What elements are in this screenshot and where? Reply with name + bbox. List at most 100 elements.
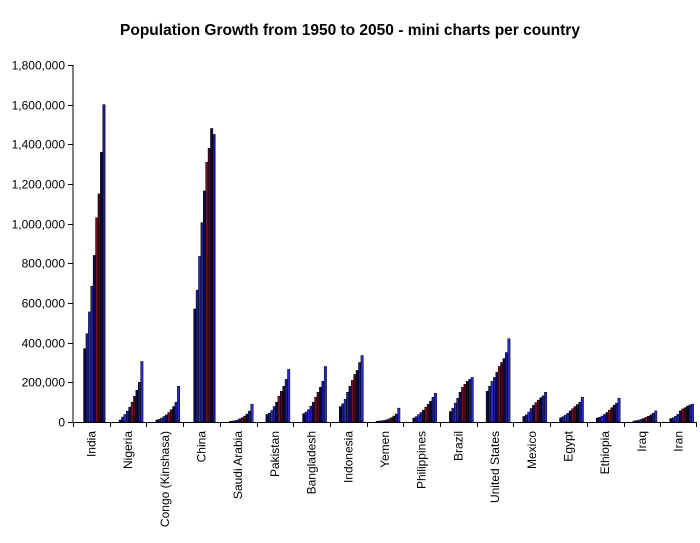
population-bar — [485, 391, 489, 423]
population-bar — [458, 392, 462, 423]
population-bar — [617, 397, 621, 423]
population-bar — [490, 381, 494, 423]
population-bar — [644, 417, 648, 423]
country-bar-group — [118, 361, 144, 423]
population-bar — [529, 408, 533, 423]
x-category-label: Yemen — [378, 431, 392, 468]
y-tick-label: 1,600,000 — [12, 99, 66, 113]
country-bar-group — [155, 386, 181, 423]
population-bar — [280, 391, 283, 423]
population-bar — [390, 417, 394, 423]
population-bar — [90, 285, 94, 423]
country-bar-group — [339, 355, 364, 423]
population-bar — [576, 404, 579, 423]
population-bar — [172, 406, 176, 423]
population-bar — [637, 419, 641, 423]
population-bar — [205, 161, 209, 423]
population-bar — [424, 406, 428, 423]
population-bar — [426, 403, 430, 423]
country-bar-group — [449, 377, 474, 423]
x-category-label: Mexico — [525, 431, 539, 469]
population-bar — [605, 412, 609, 423]
population-bar — [527, 411, 531, 423]
population-bar — [422, 409, 425, 423]
population-bar — [561, 416, 565, 423]
population-bar — [686, 405, 690, 423]
population-bar — [284, 379, 288, 423]
population-bar — [321, 381, 325, 423]
population-bar — [651, 413, 655, 423]
population-bar — [676, 414, 680, 423]
population-bar — [353, 374, 357, 423]
population-bar — [470, 377, 474, 423]
population-bar — [155, 419, 159, 423]
population-bar — [203, 190, 206, 423]
population-bar — [544, 392, 548, 423]
population-bar — [536, 399, 540, 423]
y-tick-label: 400,000 — [22, 337, 66, 351]
population-bar — [392, 415, 396, 423]
x-category-label: Pakistan — [268, 431, 282, 477]
population-bar — [316, 392, 320, 423]
population-bar — [128, 406, 132, 423]
population-bar — [500, 362, 504, 423]
population-bar — [238, 418, 242, 423]
x-category-label: India — [84, 431, 98, 457]
population-bar — [360, 355, 364, 423]
population-bar — [541, 395, 545, 423]
population-bar — [380, 420, 384, 423]
population-bar — [674, 416, 678, 423]
population-bar — [505, 352, 508, 423]
population-bar — [539, 397, 543, 423]
population-bar — [453, 402, 457, 423]
population-bar — [688, 404, 692, 423]
country-bar-group — [375, 407, 401, 423]
y-tick-label: 1,000,000 — [12, 218, 66, 232]
population-bar — [282, 386, 286, 423]
population-bar — [571, 408, 575, 423]
population-bar — [417, 414, 421, 423]
population-bar — [160, 417, 164, 423]
population-bar — [431, 396, 435, 423]
population-bar — [240, 417, 244, 423]
x-category-label: Ethiopia — [598, 431, 612, 475]
population-bar — [642, 418, 646, 423]
population-bar — [610, 407, 614, 423]
population-bar — [138, 382, 141, 423]
y-tick-label: 0 — [58, 416, 65, 430]
country-bar-group — [559, 396, 584, 423]
population-bar — [451, 407, 455, 423]
population-bar — [412, 417, 416, 423]
population-bar — [102, 104, 106, 423]
population-bar — [133, 395, 137, 423]
population-bar — [534, 402, 538, 423]
bars — [83, 104, 694, 423]
population-bar — [493, 377, 496, 423]
y-tick-label: 800,000 — [22, 257, 66, 271]
x-category-label: United States — [488, 431, 502, 503]
population-bar — [198, 256, 202, 423]
y-tick-label: 600,000 — [22, 297, 66, 311]
population-bar — [683, 407, 687, 423]
population-bar — [248, 410, 252, 423]
population-bar — [595, 417, 599, 423]
country-bar-group — [522, 392, 548, 423]
x-category-label: China — [195, 431, 209, 463]
population-bar — [121, 416, 125, 423]
population-bar — [307, 409, 311, 423]
y-tick-label: 200,000 — [22, 376, 66, 390]
population-bar — [95, 217, 99, 423]
population-bar — [681, 408, 685, 423]
population-bar — [83, 348, 87, 423]
country-bar-group — [302, 366, 327, 423]
population-bar — [123, 414, 127, 423]
population-bar — [387, 418, 391, 423]
population-bar — [647, 416, 650, 423]
population-bar — [135, 390, 139, 423]
population-bar — [130, 401, 134, 423]
population-bar — [287, 369, 291, 423]
population-bar — [265, 414, 269, 423]
population-bar — [243, 415, 247, 423]
population-bar — [339, 406, 342, 423]
